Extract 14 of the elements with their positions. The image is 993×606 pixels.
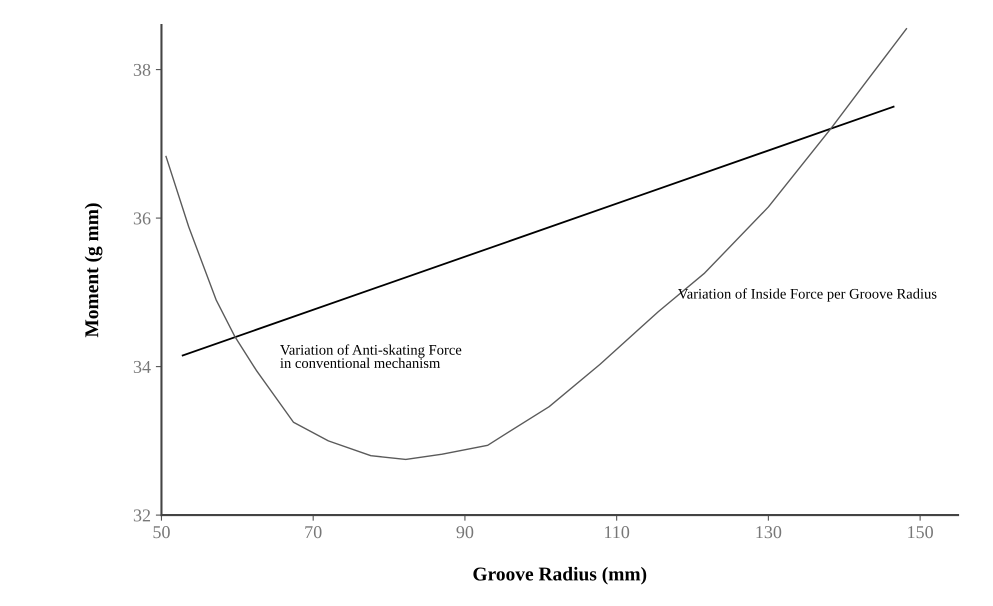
x-tick-label: 50 <box>153 526 170 538</box>
y-tick-label: 38 <box>134 64 150 76</box>
x-axis-title: Groove Radius (mm) <box>473 566 646 585</box>
y-tick-label: 32 <box>134 509 150 522</box>
x-tick-label: 130 <box>756 526 782 538</box>
x-tick-label: 150 <box>908 526 933 538</box>
y-tick-label: 34 <box>134 360 151 374</box>
x-tick-label: 110 <box>605 526 630 538</box>
y-tick-label: 36 <box>134 212 151 225</box>
x-tick-label: 70 <box>305 526 322 538</box>
series-label: Variation of Inside Force per Groove Radius <box>678 288 936 302</box>
x-tick-label: 90 <box>456 526 474 538</box>
y-axis-title: Moment (g mm) <box>84 203 102 338</box>
series-label: Variation of Anti-skating Force in conventional mechanism <box>280 344 462 368</box>
